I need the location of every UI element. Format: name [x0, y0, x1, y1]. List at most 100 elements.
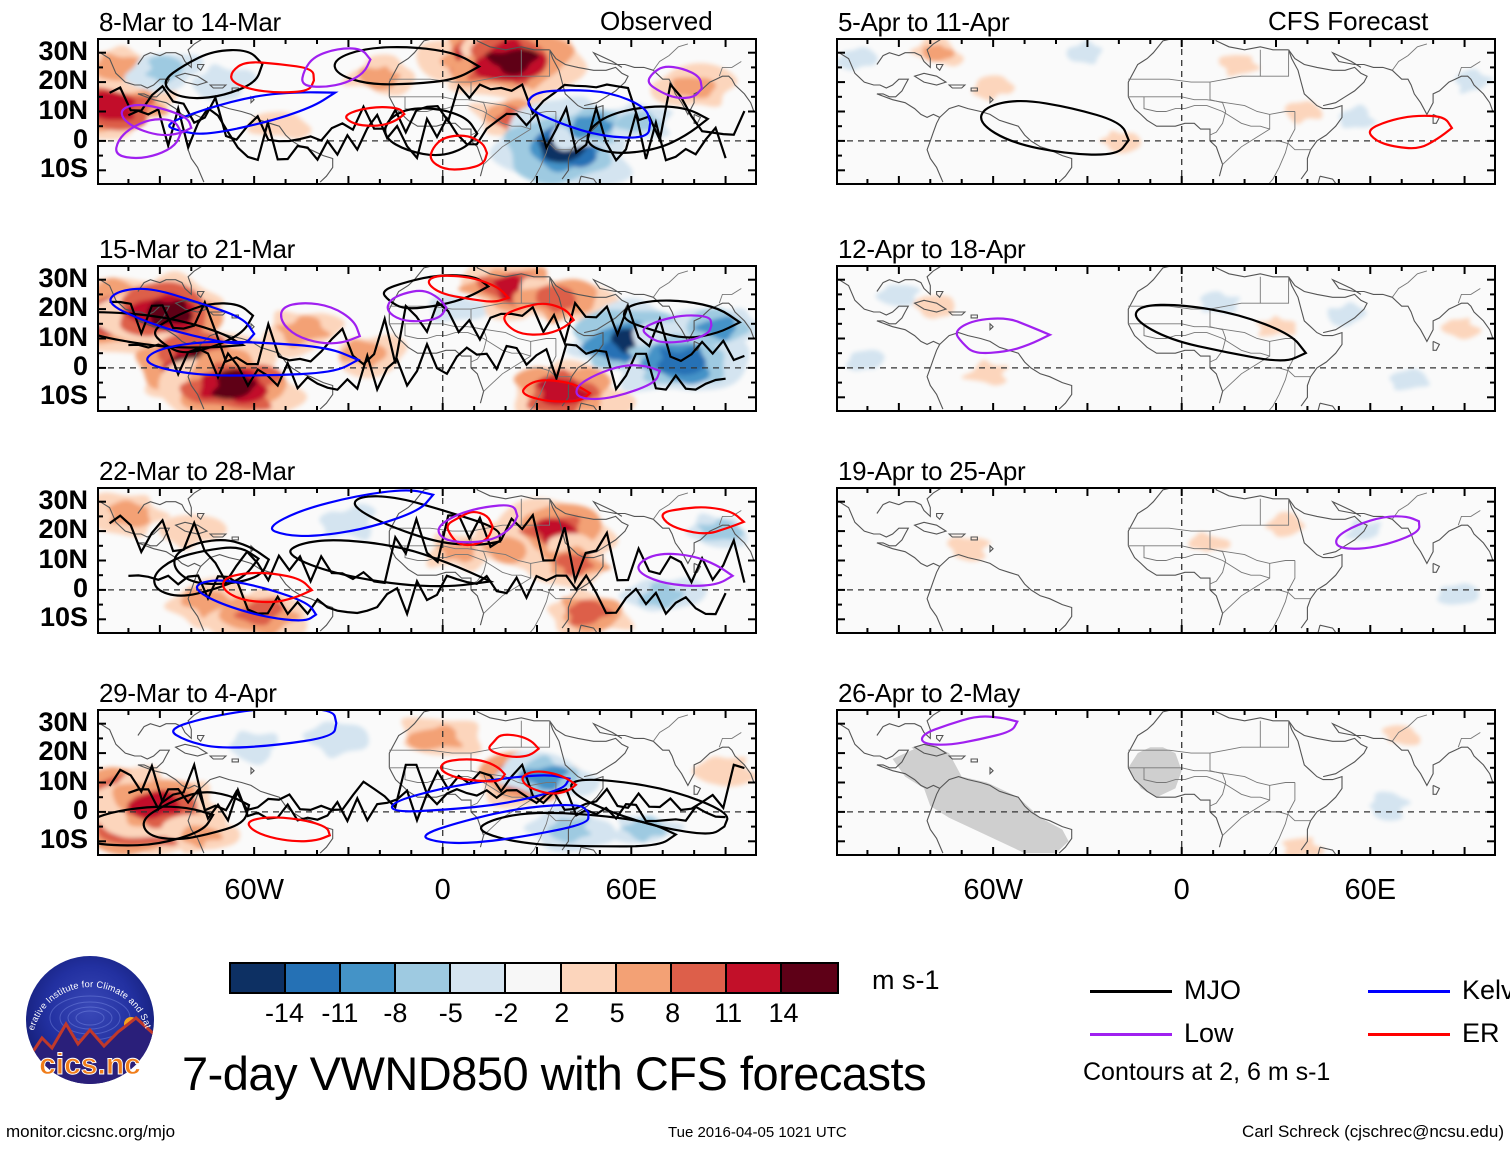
y-axis-label: 10S: [39, 153, 88, 184]
colorbar-segment: [451, 964, 507, 992]
map-panel: [836, 709, 1496, 856]
contour-kelvin: [109, 287, 361, 377]
contour-er: [230, 61, 489, 171]
map-panel: [836, 38, 1496, 185]
contour-low: [955, 317, 1053, 355]
colorbar-tick-label: -14: [264, 998, 304, 1028]
contour-low: [1335, 515, 1421, 550]
colorbar-tick-label: -8: [383, 998, 408, 1028]
column-header-observed: Observed: [600, 6, 713, 36]
contour-mjo: [980, 99, 1130, 156]
contour-er: [221, 506, 746, 604]
contour-er: [427, 274, 592, 403]
contour-kelvin: [195, 489, 436, 622]
map-panel: [836, 265, 1496, 412]
colorbar-segment: [286, 964, 342, 992]
contour-low: [115, 47, 703, 160]
column-header-forecast: CFS Forecast: [1268, 6, 1429, 36]
colorbar-segment: [396, 964, 452, 992]
colorbar-tick-label: 5: [609, 998, 625, 1028]
legend-line-mjo: [1090, 990, 1172, 993]
logo-wordmark: cics.nc: [39, 1048, 141, 1081]
panel-title: 8-Mar to 14-Mar: [99, 7, 281, 37]
x-axis-label: 60E: [1344, 874, 1397, 906]
y-axis-label: 10S: [39, 602, 88, 633]
main-title: 7-day VWND850 with CFS forecasts: [182, 1047, 927, 1100]
panel-title: 19-Apr to 25-Apr: [838, 456, 1026, 486]
colorbar-segment: [616, 964, 672, 992]
colorbar-segment: [561, 964, 617, 992]
panel-title: 5-Apr to 11-Apr: [838, 7, 1010, 37]
colorbar-segment: [781, 964, 837, 992]
x-axis-label: 0: [1173, 874, 1190, 906]
y-axis-label: 0: [72, 123, 88, 154]
colorbar-tick-label: 2: [554, 998, 570, 1028]
x-axis-label: 60W: [963, 874, 1023, 906]
y-axis-label: 0: [72, 794, 88, 825]
colorbar-tick-label: 8: [665, 998, 681, 1028]
panel-title: 22-Mar to 28-Mar: [99, 456, 296, 486]
x-axis-label: 0: [434, 874, 451, 906]
units-label: m s-1: [872, 965, 940, 995]
legend-line-kelvin-x2: [1368, 990, 1450, 993]
map-panel: [97, 265, 757, 412]
y-axis-label: 0: [72, 572, 88, 603]
legend-label-kelvin-x2: Kelvin x2: [1462, 975, 1510, 1005]
colorbar-segment: [231, 964, 287, 992]
colorbar-tick-label: -2: [494, 998, 519, 1028]
y-axis-label: 20N: [38, 736, 88, 767]
y-axis-label: 30N: [38, 706, 88, 737]
map-panel: [97, 709, 757, 856]
x-axis-label: 60W: [224, 874, 284, 906]
y-axis-label: 10N: [38, 94, 88, 125]
colorbar-tick-label: 11: [714, 998, 743, 1028]
colorbar-tick-label: 14: [768, 998, 799, 1028]
footer-left[interactable]: monitor.cicsnc.org/mjo: [6, 1122, 176, 1141]
contour-note: Contours at 2, 6 m s-1: [1083, 1058, 1331, 1086]
contour-low: [437, 504, 735, 587]
colorbar-segment: [341, 964, 397, 992]
legend-label-low: Low: [1184, 1018, 1234, 1048]
map-panel: [836, 487, 1496, 634]
colorbar-segment: [671, 964, 727, 992]
contour-mjo: [109, 46, 746, 163]
contour-mjo: [97, 761, 745, 848]
y-axis-label: 10S: [39, 824, 88, 855]
colorbar-tick-label: -5: [438, 998, 463, 1028]
panel-title: 29-Mar to 4-Apr: [99, 678, 277, 708]
x-axis-label: 60E: [605, 874, 658, 906]
contour-mjo: [97, 274, 745, 393]
legend-label-mjo: MJO: [1184, 975, 1241, 1005]
y-axis-label: 20N: [38, 65, 88, 96]
footer-center: Tue 2016-04-05 1021 UTC: [668, 1124, 847, 1141]
panel-title: 26-Apr to 2-May: [838, 678, 1020, 708]
map-panel: [97, 38, 757, 185]
colorbar-segment: [726, 964, 782, 992]
panel-title: 12-Apr to 18-Apr: [838, 234, 1026, 264]
y-axis-label: 30N: [38, 35, 88, 66]
y-axis-label: 20N: [38, 514, 88, 545]
cics-nc-logo: Cooperative Institute for Climate and Sa…: [15, 944, 168, 1092]
legend-line-er: [1368, 1033, 1450, 1036]
map-panel: [97, 487, 757, 634]
colorbar-segment: [506, 964, 562, 992]
contour-low: [279, 289, 713, 401]
y-axis-label: 10N: [38, 543, 88, 574]
colorbar: [229, 962, 839, 994]
panel-title: 15-Mar to 21-Mar: [99, 234, 296, 264]
y-axis-label: 0: [72, 350, 88, 381]
contour-mjo: [1134, 303, 1308, 362]
footer-right: Carl Schreck (cjschrec@ncsu.edu): [1242, 1122, 1504, 1141]
contour-low: [920, 715, 1019, 746]
y-axis-label: 10S: [39, 380, 88, 411]
contour-er: [247, 733, 578, 843]
legend-label-er: ER: [1462, 1018, 1500, 1048]
y-axis-label: 30N: [38, 262, 88, 293]
y-axis-label: 20N: [38, 292, 88, 323]
y-axis-label: 30N: [38, 484, 88, 515]
legend-line-low: [1090, 1033, 1172, 1036]
y-axis-label: 10N: [38, 765, 88, 796]
y-axis-label: 10N: [38, 321, 88, 352]
contour-er: [1368, 114, 1454, 150]
colorbar-tick-label: -11: [321, 998, 359, 1028]
